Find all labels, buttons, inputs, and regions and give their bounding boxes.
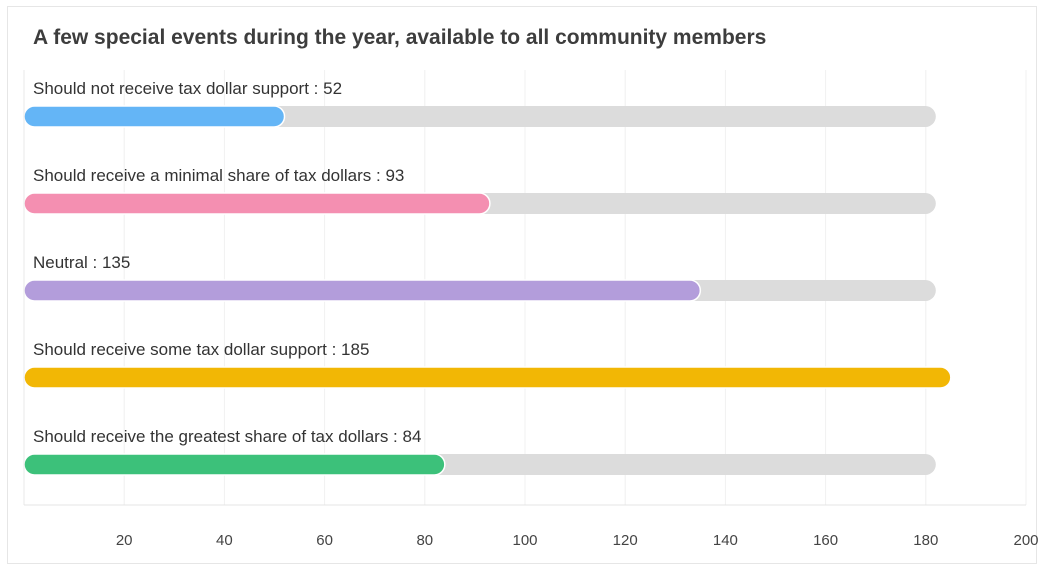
x-tick-label: 100 (512, 532, 537, 549)
bar-fill (23, 453, 446, 476)
x-tick-label: 120 (613, 532, 638, 549)
x-tick-label: 160 (813, 532, 838, 549)
bar-fill (23, 366, 952, 389)
x-tick-label: 80 (416, 532, 433, 549)
x-tick-label: 180 (913, 532, 938, 549)
bar-label: Neutral : 135 (33, 253, 130, 272)
bar-fill (23, 192, 491, 215)
x-tick-label: 140 (713, 532, 738, 549)
x-tick-label: 60 (316, 532, 333, 549)
bar-label: Should receive the greatest share of tax… (33, 427, 421, 446)
x-axis: 20 40 60 80 100 120 140 160 180 200 (23, 70, 1039, 549)
bar-label: Should receive a minimal share of tax do… (33, 166, 404, 185)
bar-fill (23, 105, 286, 128)
x-tick-label: 20 (116, 532, 133, 549)
x-tick-label: 200 (1013, 532, 1038, 549)
bars-group: Should not receive tax dollar support : … (23, 79, 952, 476)
x-tick-label: 40 (216, 532, 233, 549)
bar-fill (23, 279, 702, 302)
bar-label: Should receive some tax dollar support :… (33, 340, 369, 359)
chart-title: A few special events during the year, av… (33, 26, 767, 49)
bar-label: Should not receive tax dollar support : … (33, 79, 342, 98)
